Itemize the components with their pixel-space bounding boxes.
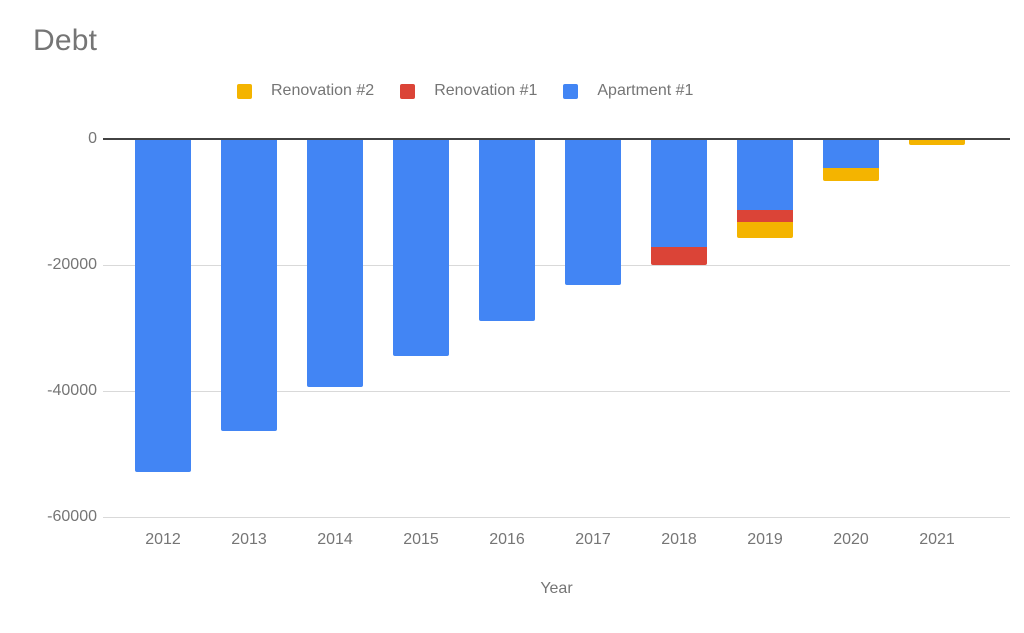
bar-2020[interactable]: [823, 139, 879, 181]
y-tick-60000: -60000: [47, 508, 97, 525]
x-tick-2013: 2013: [231, 531, 267, 548]
bar-2016[interactable]: [479, 139, 535, 322]
x-tick-2021: 2021: [919, 531, 955, 548]
legend-item-renovation-1[interactable]: Renovation #1: [400, 82, 537, 100]
legend-label: Renovation #2: [271, 82, 375, 99]
bar-2019-renovation-2[interactable]: [737, 222, 793, 238]
legend-label: Renovation #1: [434, 82, 538, 99]
x-axis-title: Year: [540, 580, 573, 597]
bar-2016-apartment-1[interactable]: [479, 139, 535, 322]
legend-swatch-apartment-1-icon: [563, 83, 579, 99]
x-tick-2020: 2020: [833, 531, 869, 548]
legend-label: Apartment #1: [597, 82, 694, 99]
chart-title[interactable]: Debt: [33, 24, 98, 57]
bar-2015[interactable]: [393, 139, 449, 357]
bar-2017-apartment-1[interactable]: [565, 139, 621, 285]
bar-2014[interactable]: [307, 139, 363, 388]
bar-2012-apartment-1[interactable]: [135, 139, 191, 473]
bar-2013-apartment-1[interactable]: [221, 139, 277, 432]
bar-2013[interactable]: [221, 139, 277, 432]
x-tick-2015: 2015: [403, 531, 439, 548]
y-tick-0: 0: [88, 130, 97, 147]
legend-swatch-renovation-1-icon: [400, 83, 416, 99]
x-tick-2012: 2012: [145, 531, 181, 548]
legend-swatch-renovation-2-icon: [237, 83, 252, 99]
bar-2018[interactable]: [651, 139, 707, 265]
x-tick-2019: 2019: [747, 531, 783, 548]
y-tick-40000: -40000: [47, 382, 97, 399]
bar-2021[interactable]: [909, 139, 965, 146]
bar-2019[interactable]: [737, 139, 793, 238]
bar-2014-apartment-1[interactable]: [307, 139, 363, 388]
bar-2018-apartment-1[interactable]: [651, 139, 707, 248]
bar-2019-renovation-1[interactable]: [737, 209, 793, 223]
x-tick-2018: 2018: [661, 531, 697, 548]
legend: Renovation #2 Renovation #1 Apartment #1: [237, 82, 693, 100]
zero-axis-line: [103, 138, 1010, 140]
gridline--20000: [103, 265, 1010, 266]
gridline--60000: [103, 517, 1010, 518]
x-tick-2014: 2014: [317, 531, 353, 548]
bar-2019-apartment-1[interactable]: [737, 139, 793, 210]
bar-2021-renovation-2[interactable]: [909, 139, 965, 146]
x-tick-2017: 2017: [575, 531, 611, 548]
bar-2012[interactable]: [135, 139, 191, 473]
bar-2020-renovation-2[interactable]: [823, 167, 879, 181]
legend-item-renovation-2[interactable]: Renovation #2: [237, 82, 374, 100]
legend-item-apartment-1[interactable]: Apartment #1: [563, 82, 693, 100]
y-tick-20000: -20000: [47, 256, 97, 273]
gridline--40000: [103, 391, 1010, 392]
x-tick-2016: 2016: [489, 531, 525, 548]
bar-2020-apartment-1[interactable]: [823, 139, 879, 168]
bar-2015-apartment-1[interactable]: [393, 139, 449, 357]
bar-2018-renovation-1[interactable]: [651, 247, 707, 265]
bar-2017[interactable]: [565, 139, 621, 285]
